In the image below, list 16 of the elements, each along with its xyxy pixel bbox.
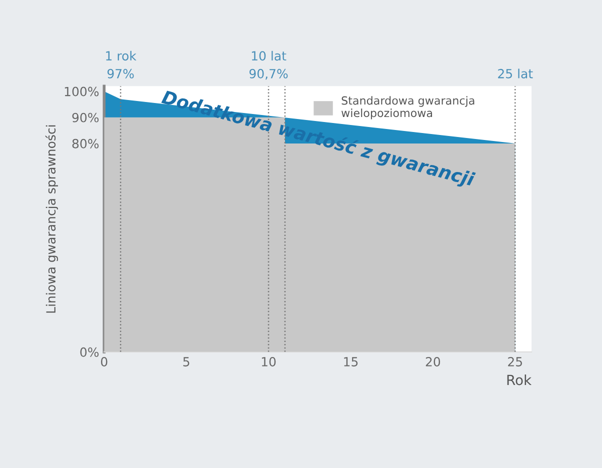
y-tick-label: 100% <box>64 86 99 96</box>
x-tick-label: 10 <box>262 357 276 366</box>
x-tick-label: 25 <box>508 357 522 366</box>
x-axis-title: Rok <box>507 374 532 386</box>
y-tick-label: 90% <box>72 112 99 122</box>
ref-line-label: 10 lat 90,7% <box>249 50 288 80</box>
x-tick-label: 20 <box>426 357 440 366</box>
legend-label: Standardowa gwarancja wielopoziomowa <box>342 96 474 120</box>
x-tick-label: 5 <box>183 357 190 366</box>
y-axis-title: Liniowa gwarancja sprawności <box>45 125 58 313</box>
x-tick-label: 15 <box>344 357 358 366</box>
y-tick-label: 80% <box>72 138 99 148</box>
y-tick-label: 0% <box>80 347 99 357</box>
x-tick-label: 0 <box>100 357 108 366</box>
ref-line-label: 1 rok 97% <box>106 50 136 78</box>
ref-line-label: 25 lat <box>498 68 533 78</box>
